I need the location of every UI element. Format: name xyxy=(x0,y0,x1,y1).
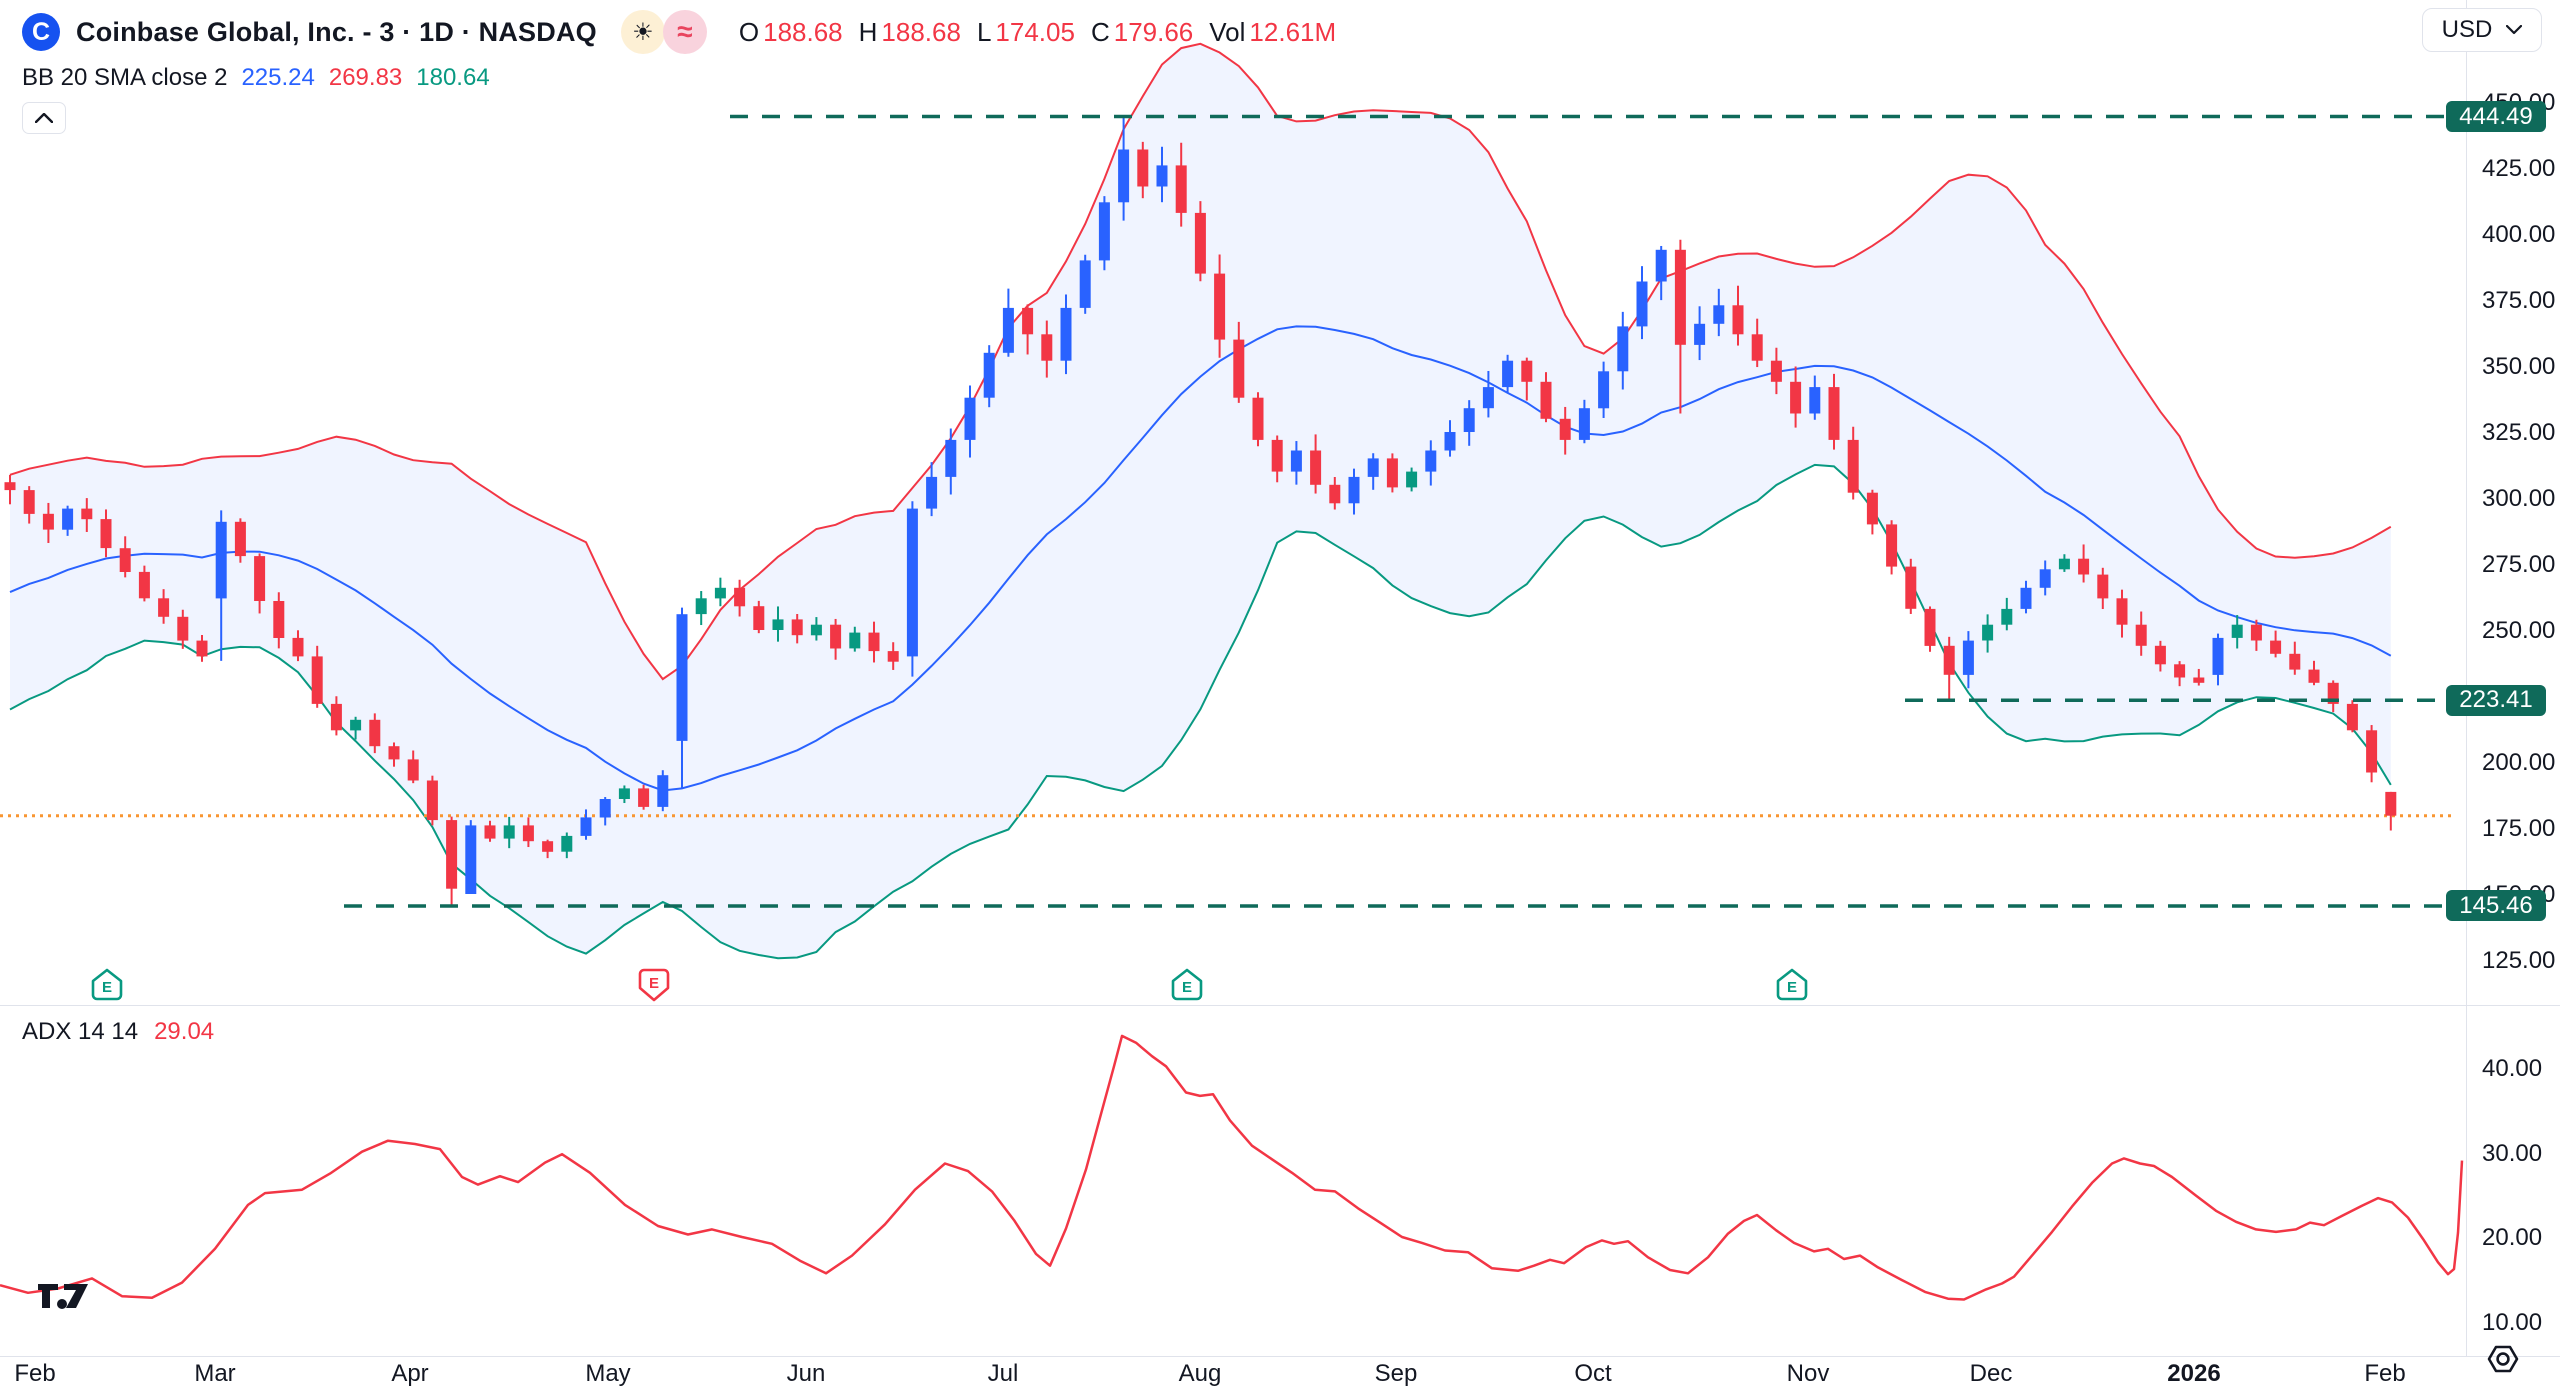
bb-lower-band xyxy=(9,463,2392,960)
tradingview-logo[interactable] xyxy=(36,1278,92,1317)
gear-icon xyxy=(2487,1345,2519,1373)
price-axis-label[interactable]: 250.00 xyxy=(2482,617,2556,644)
adx-line xyxy=(0,1034,2464,1301)
ohlc-values: O 188.68 H 188.68 L 174.05 C 179.66 Vol 12.61… xyxy=(727,17,1336,48)
bb-upper-value: 269.83 xyxy=(328,64,403,91)
time-axis-label[interactable]: Jun xyxy=(786,1360,826,1387)
price-axis-label[interactable]: 300.00 xyxy=(2482,485,2556,512)
bb-indicator-row[interactable]: BB 20 SMA close 2 225.24 269.83 180.64 xyxy=(22,64,1336,92)
high-label: H xyxy=(858,16,878,47)
low-label: L xyxy=(976,16,992,47)
bb-basis-line xyxy=(9,325,2392,792)
volume-label: Vol xyxy=(1209,16,1246,47)
time-axis-label[interactable]: May xyxy=(585,1360,631,1387)
time-axis-settings-button[interactable] xyxy=(2484,1340,2522,1383)
bb-basis-value: 225.24 xyxy=(241,64,315,91)
adx-label: ADX 14 14 xyxy=(22,1018,139,1045)
price-axis-label[interactable]: 125.00 xyxy=(2482,947,2556,974)
symbol-row[interactable]: C Coinbase Global, Inc. - 3 · 1D · NASDA… xyxy=(22,10,1336,54)
adx-indicator-row[interactable]: ADX 14 14 29.04 xyxy=(22,1018,214,1046)
time-axis-label[interactable]: Nov xyxy=(1786,1360,1830,1387)
price-axis-label[interactable]: 175.00 xyxy=(2482,815,2556,842)
time-axis-label[interactable]: Apr xyxy=(391,1360,429,1387)
time-axis-label[interactable]: Feb xyxy=(2364,1360,2406,1387)
volume-value: 12.61M xyxy=(1249,16,1337,47)
price-level-badge: 444.49 xyxy=(2446,101,2546,133)
currency-value: USD xyxy=(2441,16,2493,43)
price-level-badge: 223.41 xyxy=(2446,684,2546,716)
earnings-marker[interactable]: E xyxy=(1171,968,1203,1007)
earnings-marker[interactable]: E xyxy=(91,968,123,1007)
price-axis-label[interactable]: 325.00 xyxy=(2482,419,2556,446)
close-label: C xyxy=(1090,16,1110,47)
chevron-down-icon xyxy=(2506,25,2523,35)
price-axis-label[interactable]: 375.00 xyxy=(2482,287,2556,314)
time-axis-label[interactable]: Aug xyxy=(1178,1360,1222,1387)
open-value: 188.68 xyxy=(763,16,843,47)
adx-axis-label[interactable]: 10.00 xyxy=(2482,1308,2543,1336)
time-axis-label[interactable]: Feb xyxy=(14,1360,56,1387)
currency-selector[interactable]: USD xyxy=(2422,8,2542,52)
waves-icon: ≈ xyxy=(662,10,707,54)
adx-axis-label[interactable]: 20.00 xyxy=(2482,1224,2543,1251)
price-axis-label[interactable]: 350.00 xyxy=(2482,353,2556,380)
legend: C Coinbase Global, Inc. - 3 · 1D · NASDA… xyxy=(22,10,1336,134)
symbol-title[interactable]: Coinbase Global, Inc. - 3 · 1D · NASDAQ xyxy=(76,16,597,47)
time-axis-label[interactable]: Oct xyxy=(1574,1360,1612,1387)
chevron-up-icon xyxy=(35,113,53,123)
svg-text:E: E xyxy=(649,975,659,992)
pane-separator[interactable] xyxy=(0,1005,2560,1006)
adx-axis-label[interactable]: 40.00 xyxy=(2482,1055,2543,1082)
earnings-marker[interactable]: E xyxy=(638,968,670,1007)
time-axis-label[interactable]: 2026 xyxy=(2167,1360,2221,1387)
price-axis-label[interactable]: 400.00 xyxy=(2482,221,2556,248)
price-axis-label[interactable]: 275.00 xyxy=(2482,551,2556,578)
bb-upper-band xyxy=(9,42,2392,681)
svg-text:E: E xyxy=(102,979,112,996)
time-axis-label[interactable]: Sep xyxy=(1374,1360,1418,1387)
price-axis-label[interactable]: 200.00 xyxy=(2482,749,2556,776)
collapse-legend-button[interactable] xyxy=(22,102,66,134)
time-axis-label[interactable]: Mar xyxy=(194,1360,236,1387)
svg-text:E: E xyxy=(1182,979,1192,996)
time-axis-label[interactable]: Jul xyxy=(987,1360,1019,1387)
low-value: 174.05 xyxy=(995,16,1075,47)
open-label: O xyxy=(738,16,760,47)
high-value: 188.68 xyxy=(881,16,961,47)
bb-label: BB 20 SMA close 2 xyxy=(22,64,228,91)
earnings-marker[interactable]: E xyxy=(1776,968,1808,1007)
time-axis-separator[interactable] xyxy=(0,1356,2560,1357)
sun-icon: ☀ xyxy=(620,10,665,54)
time-axis-label[interactable]: Dec xyxy=(1969,1360,2013,1387)
adx-axis-label[interactable]: 30.00 xyxy=(2482,1139,2543,1167)
coinbase-logo: C xyxy=(22,13,60,51)
price-level-badge: 145.46 xyxy=(2446,890,2546,922)
price-axis-label[interactable]: 425.00 xyxy=(2482,155,2556,182)
bb-fill xyxy=(10,43,2391,959)
price-axis-separator[interactable] xyxy=(2466,0,2467,1356)
bb-lower-value: 180.64 xyxy=(416,64,490,91)
adx-value: 29.04 xyxy=(154,1018,215,1045)
close-value: 179.66 xyxy=(1113,16,1194,47)
svg-text:E: E xyxy=(1787,979,1797,996)
